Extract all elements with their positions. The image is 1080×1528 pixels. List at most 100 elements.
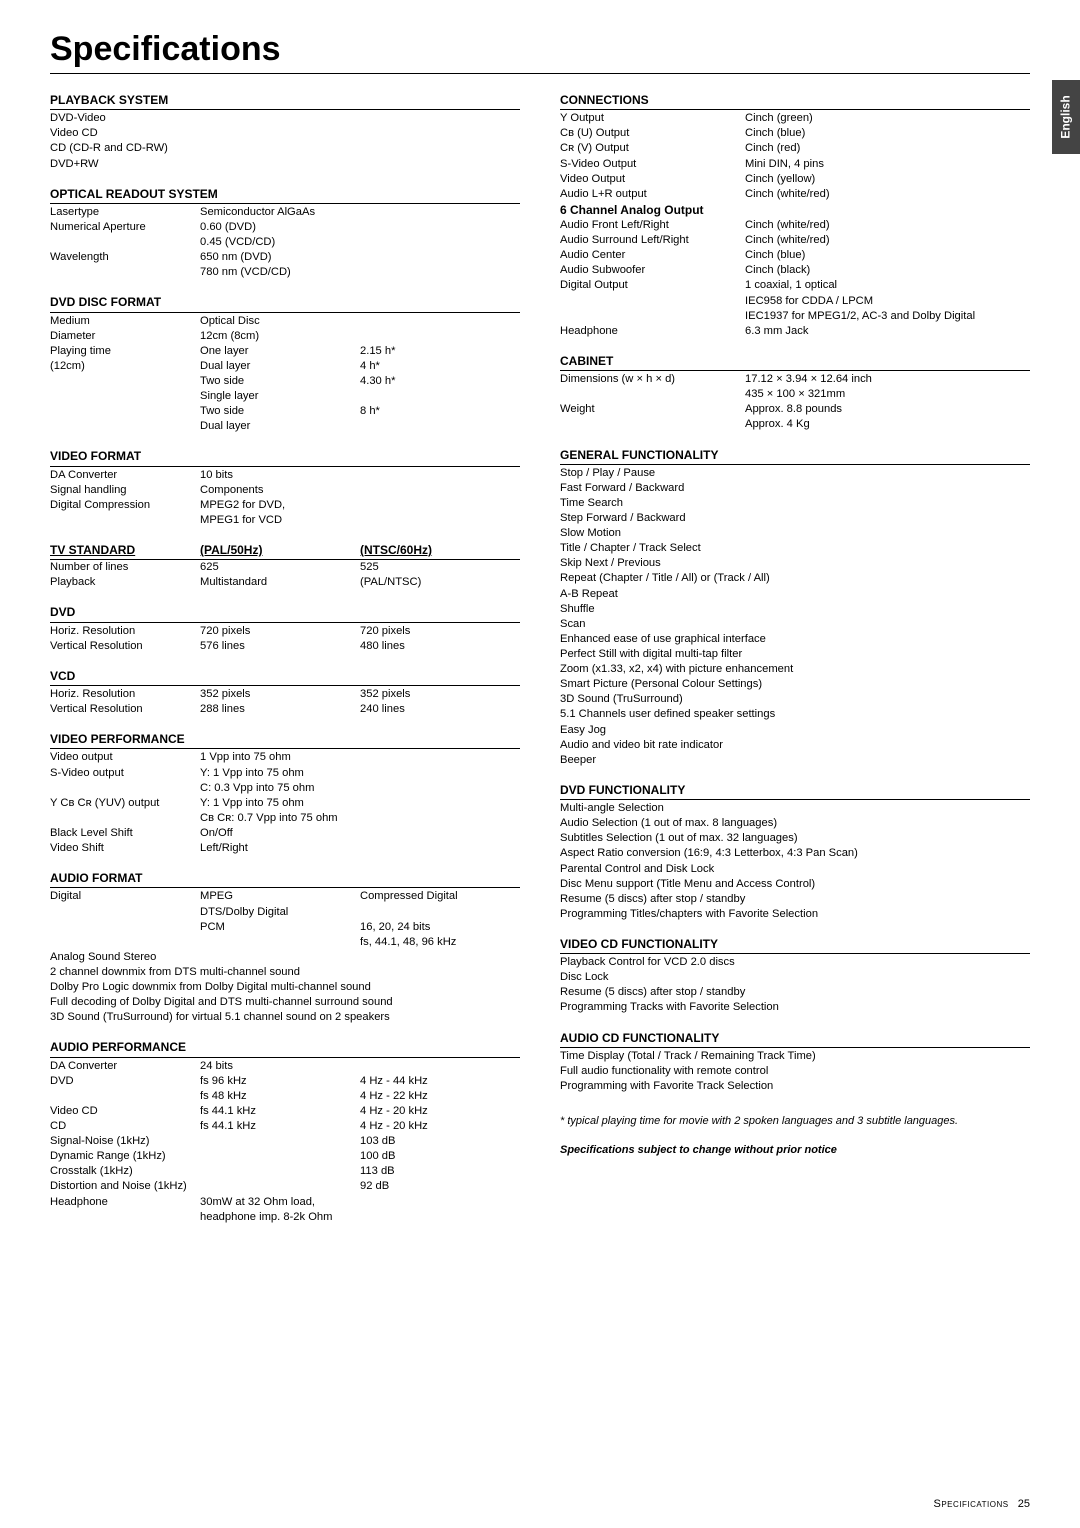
list-item: Resume (5 discs) after stop / standby	[560, 892, 1030, 907]
tvstandard-rows: Number of lines625525PlaybackMultistanda…	[50, 560, 520, 590]
section-vcd: VCD	[50, 668, 520, 686]
dvdfunc-list: Multi-angle SelectionAudio Selection (1 …	[560, 801, 1030, 922]
list-item: Playback Control for VCD 2.0 discs	[560, 955, 1030, 970]
connections-rows: Y OutputCinch (green)Cʙ (U) OutputCinch …	[560, 111, 1030, 202]
list-item: DVD-Video	[50, 111, 520, 126]
playback-list: DVD-VideoVideo CDCD (CD-R and CD-RW)DVD+…	[50, 111, 520, 171]
list-item: Skip Next / Previous	[560, 556, 1030, 571]
list-item: Programming Tracks with Favorite Selecti…	[560, 1000, 1030, 1015]
table-row: DA Converter10 bits	[50, 468, 520, 483]
discformat-rows: MediumOptical DiscDiameter12cm (8cm)Play…	[50, 314, 520, 435]
table-row: Vertical Resolution288 lines240 lines	[50, 702, 520, 717]
list-item: 3D Sound (TruSurround) for virtual 5.1 c…	[50, 1010, 520, 1025]
table-row: 435 × 100 × 321mm	[560, 387, 1030, 402]
table-row: Two side4.30 h*	[50, 374, 520, 389]
table-row: Audio CenterCinch (blue)	[560, 248, 1030, 263]
list-item: Time Search	[560, 496, 1030, 511]
table-row: LasertypeSemiconductor AlGaAs	[50, 205, 520, 220]
connections-rows2: Audio Front Left/RightCinch (white/red)A…	[560, 218, 1030, 339]
table-row: Diameter12cm (8cm)	[50, 329, 520, 344]
list-item: Repeat (Chapter / Title / All) or (Track…	[560, 571, 1030, 586]
vcdfunc-list: Playback Control for VCD 2.0 discsDisc L…	[560, 955, 1030, 1015]
list-item: Shuffle	[560, 602, 1030, 617]
table-row: fs, 44.1, 48, 96 kHz	[50, 935, 520, 950]
table-row: Signal handlingComponents	[50, 483, 520, 498]
list-item: 3D Sound (TruSurround)	[560, 692, 1030, 707]
list-item: Scan	[560, 617, 1030, 632]
list-item: DVD+RW	[50, 157, 520, 172]
table-row: S-Video OutputMini DIN, 4 pins	[560, 157, 1030, 172]
right-column: CONNECTIONS Y OutputCinch (green)Cʙ (U) …	[560, 92, 1030, 1225]
list-item: Enhanced ease of use graphical interface	[560, 632, 1030, 647]
table-row: MediumOptical Disc	[50, 314, 520, 329]
list-item: Audio Selection (1 out of max. 8 languag…	[560, 816, 1030, 831]
tv-standard-header: TV STANDARD (PAL/50Hz) (NTSC/60Hz)	[50, 542, 520, 560]
table-row: Two side8 h*	[50, 404, 520, 419]
list-item: Slow Motion	[560, 526, 1030, 541]
footnote-1: * typical playing time for movie with 2 …	[560, 1114, 1030, 1129]
table-row: Black Level ShiftOn/Off	[50, 826, 520, 841]
optical-rows: LasertypeSemiconductor AlGaAsNumerical A…	[50, 205, 520, 281]
table-row: Digital Output1 coaxial, 1 optical	[560, 278, 1030, 293]
section-cabinet: CABINET	[560, 353, 1030, 371]
table-row: WeightApprox. 8.8 pounds	[560, 402, 1030, 417]
list-item: Disc Lock	[560, 970, 1030, 985]
table-row: Video CDfs 44.1 kHz4 Hz - 20 kHz	[50, 1104, 520, 1119]
vcd-rows: Horiz. Resolution352 pixels352 pixelsVer…	[50, 687, 520, 717]
table-row: Number of lines625525	[50, 560, 520, 575]
audioformat-rows: DigitalMPEGCompressed DigitalDTS/Dolby D…	[50, 889, 520, 949]
table-row: Y OutputCinch (green)	[560, 111, 1030, 126]
list-item: Perfect Still with digital multi-tap fil…	[560, 647, 1030, 662]
table-row: IEC1937 for MPEG1/2, AC-3 and Dolby Digi…	[560, 309, 1030, 324]
table-row: Horiz. Resolution720 pixels720 pixels	[50, 624, 520, 639]
section-acdfunc: AUDIO CD FUNCTIONALITY	[560, 1030, 1030, 1048]
list-item: A-B Repeat	[560, 587, 1030, 602]
table-row: PCM16, 20, 24 bits	[50, 920, 520, 935]
list-item: Analog Sound Stereo	[50, 950, 520, 965]
table-row: Audio Surround Left/RightCinch (white/re…	[560, 233, 1030, 248]
table-row: 0.45 (VCD/CD)	[50, 235, 520, 250]
list-item: CD (CD-R and CD-RW)	[50, 141, 520, 156]
section-vcdfunc: VIDEO CD FUNCTIONALITY	[560, 936, 1030, 954]
list-item: 2 channel downmix from DTS multi-channel…	[50, 965, 520, 980]
list-item: Parental Control and Disk Lock	[560, 862, 1030, 877]
section-connections: CONNECTIONS	[560, 92, 1030, 110]
table-row: Numerical Aperture0.60 (DVD)	[50, 220, 520, 235]
left-column: PLAYBACK SYSTEM DVD-VideoVideo CDCD (CD-…	[50, 92, 520, 1225]
table-row: Distortion and Noise (1kHz)92 dB	[50, 1179, 520, 1194]
list-item: Multi-angle Selection	[560, 801, 1030, 816]
section-playback: PLAYBACK SYSTEM	[50, 92, 520, 110]
language-tab: English	[1052, 80, 1080, 154]
list-item: Full decoding of Dolby Digital and DTS m…	[50, 995, 520, 1010]
table-row: DA Converter24 bits	[50, 1059, 520, 1074]
list-item: Time Display (Total / Track / Remaining …	[560, 1049, 1030, 1064]
table-row: headphone imp. 8-2k Ohm	[50, 1210, 520, 1225]
list-item: Easy Jog	[560, 723, 1030, 738]
table-row: 780 nm (VCD/CD)	[50, 265, 520, 280]
table-row: Digital CompressionMPEG2 for DVD,	[50, 498, 520, 513]
section-audioperf: AUDIO PERFORMANCE	[50, 1039, 520, 1057]
connections-sub: 6 Channel Analog Output	[560, 202, 1030, 218]
list-item: Resume (5 discs) after stop / standby	[560, 985, 1030, 1000]
table-row: Video output1 Vpp into 75 ohm	[50, 750, 520, 765]
table-row: Headphone30mW at 32 Ohm load,	[50, 1195, 520, 1210]
table-row: Horiz. Resolution352 pixels352 pixels	[50, 687, 520, 702]
dvd-rows: Horiz. Resolution720 pixels720 pixelsVer…	[50, 624, 520, 654]
table-row: Cʙ (U) OutputCinch (blue)	[560, 126, 1030, 141]
section-videoperf: VIDEO PERFORMANCE	[50, 731, 520, 749]
section-dvd: DVD	[50, 604, 520, 622]
table-row: Audio SubwooferCinch (black)	[560, 263, 1030, 278]
table-row: Dual layer	[50, 419, 520, 434]
list-item: Aspect Ratio conversion (16:9, 4:3 Lette…	[560, 846, 1030, 861]
table-row: Wavelength650 nm (DVD)	[50, 250, 520, 265]
table-row: S-Video outputY: 1 Vpp into 75 ohm	[50, 766, 520, 781]
cabinet-rows: Dimensions (w × h × d)17.12 × 3.94 × 12.…	[560, 372, 1030, 432]
acdfunc-list: Time Display (Total / Track / Remaining …	[560, 1049, 1030, 1094]
videoformat-rows: DA Converter10 bitsSignal handlingCompon…	[50, 468, 520, 528]
list-item: Subtitles Selection (1 out of max. 32 la…	[560, 831, 1030, 846]
section-audioformat: AUDIO FORMAT	[50, 870, 520, 888]
section-discformat: DVD DISC FORMAT	[50, 294, 520, 312]
list-item: Video CD	[50, 126, 520, 141]
table-row: Audio Front Left/RightCinch (white/red)	[560, 218, 1030, 233]
table-row: Headphone6.3 mm Jack	[560, 324, 1030, 339]
